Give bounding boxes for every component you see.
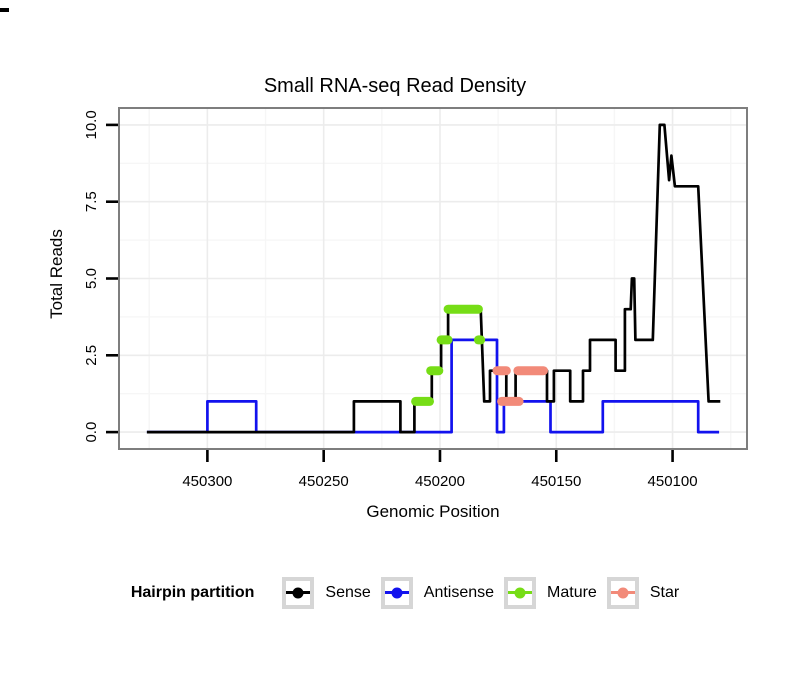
y-tick-label: 5.0	[83, 268, 100, 289]
data-series	[146, 123, 721, 434]
star-key-icon	[606, 577, 639, 609]
antisense-key-icon	[380, 577, 413, 609]
sense-key-icon	[282, 577, 315, 609]
x-tick-label: 450150	[531, 473, 581, 490]
legend-item-star: Star	[606, 577, 680, 609]
legend-label-antisense: Antisense	[423, 584, 495, 601]
corner-artifact-mark	[0, 8, 9, 12]
legend-label-sense: Sense	[325, 584, 371, 601]
x-tick-label: 450100	[648, 473, 698, 490]
y-tick-label: 10.0	[83, 110, 100, 139]
legend-label-star: Star	[649, 584, 680, 601]
x-axis-title: Genomic Position	[366, 502, 499, 521]
legend-item-antisense: Antisense	[380, 577, 495, 609]
legend: Hairpin partition Sense Antisense Mature…	[0, 577, 810, 609]
legend-label-mature: Mature	[547, 584, 597, 601]
x-tick-label: 450300	[182, 473, 232, 490]
mature-key-icon	[504, 577, 537, 609]
panel-border	[118, 107, 748, 450]
y-tick-label: 0.0	[83, 422, 100, 443]
antisense-line	[146, 338, 720, 434]
y-axis-title: Total Reads	[47, 229, 66, 319]
chart-title: Small RNA-seq Read Density	[264, 75, 526, 97]
y-tick-label: 7.5	[83, 191, 100, 212]
x-tick-label: 450250	[299, 473, 349, 490]
axes: 450300 450250 450200 450150 450100 0.0 2.5 5.0 7…	[83, 110, 698, 490]
x-tick-label: 450200	[415, 473, 465, 490]
sense-line	[146, 123, 721, 434]
legend-title: Hairpin partition	[130, 584, 255, 601]
legend-item-mature: Mature	[504, 577, 597, 609]
legend-item-sense: Sense	[282, 577, 371, 609]
y-tick-label: 2.5	[83, 345, 100, 366]
